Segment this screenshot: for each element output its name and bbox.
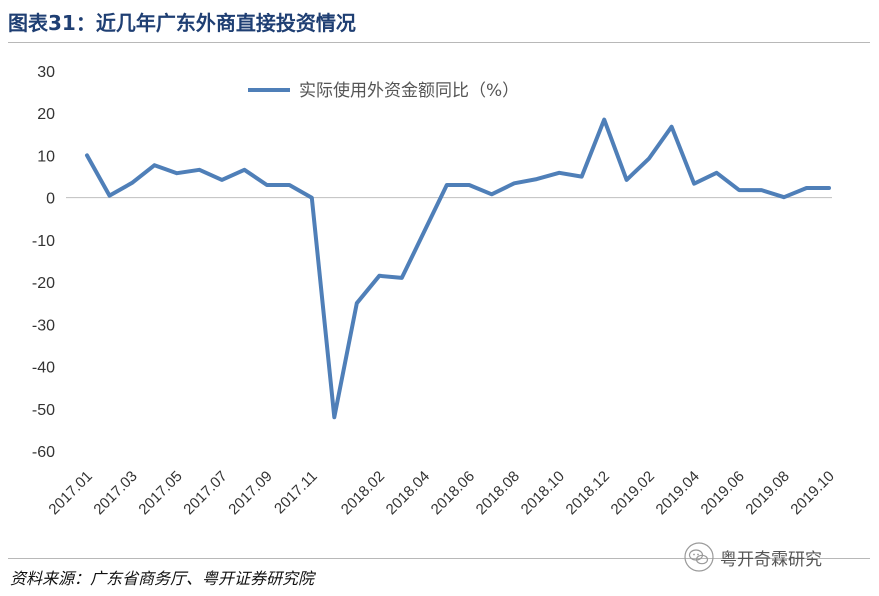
watermark: 粤开奇霖研究 xyxy=(684,542,822,572)
y-tick-label: 10 xyxy=(37,148,55,165)
x-tick-label: 2019.10 xyxy=(787,468,837,518)
y-tick-label: 0 xyxy=(46,191,55,208)
x-tick-label: 2018.04 xyxy=(383,468,433,518)
x-tick-label: 2019.08 xyxy=(742,468,792,518)
source-note: 资料来源：广东省商务厅、粤开证券研究院 xyxy=(10,569,315,588)
x-tick-label: 2017.05 xyxy=(135,468,185,518)
source-divider xyxy=(8,558,870,559)
x-tick-label: 2017.09 xyxy=(225,468,275,518)
y-tick-label: -40 xyxy=(32,360,55,377)
y-tick-label: -60 xyxy=(32,444,55,461)
series-group xyxy=(85,117,831,420)
x-tick-label: 2018.10 xyxy=(518,468,568,518)
x-tick-label: 2018.12 xyxy=(563,468,613,518)
x-tick-label: 2019.02 xyxy=(608,468,658,518)
x-tick-label: 2017.03 xyxy=(90,468,140,518)
y-axis-tick-labels: 30 20 10 0 -10 -20 -30 -40 -50 -60 xyxy=(32,64,55,461)
y-tick-label: -20 xyxy=(32,275,55,292)
x-tick-label: 2018.08 xyxy=(473,468,523,518)
watermark-text: 粤开奇霖研究 xyxy=(720,549,822,570)
x-tick-label: 2018.06 xyxy=(428,468,478,518)
y-tick-label: -50 xyxy=(32,402,55,419)
y-tick-label: -30 xyxy=(32,317,55,334)
legend-label: 实际使用外资金额同比（%） xyxy=(299,80,519,101)
y-tick-label: -10 xyxy=(32,233,55,250)
x-tick-label: 2018.02 xyxy=(338,468,388,518)
x-tick-label: 2017.07 xyxy=(180,468,230,518)
page-title: 图表31：近几年广东外商直接投资情况 xyxy=(8,11,356,35)
y-tick-label: 20 xyxy=(37,106,55,123)
x-tick-label: 2017.11 xyxy=(271,468,321,518)
wechat-icon xyxy=(684,542,714,572)
x-tick-label: 2019.06 xyxy=(698,468,748,518)
x-axis-tick-labels: 2017.012017.032017.052017.072017.092017.… xyxy=(45,468,837,518)
title-divider xyxy=(8,42,870,43)
x-tick-label: 2019.04 xyxy=(653,468,703,518)
y-tick-label: 30 xyxy=(37,64,55,81)
x-tick-label: 2017.01 xyxy=(45,468,95,518)
series-line xyxy=(85,117,831,420)
legend: 实际使用外资金额同比（%） xyxy=(248,80,519,101)
line-chart: 30 20 10 0 -10 -20 -30 -40 -50 -60 2017.012017.03… xyxy=(32,64,838,518)
